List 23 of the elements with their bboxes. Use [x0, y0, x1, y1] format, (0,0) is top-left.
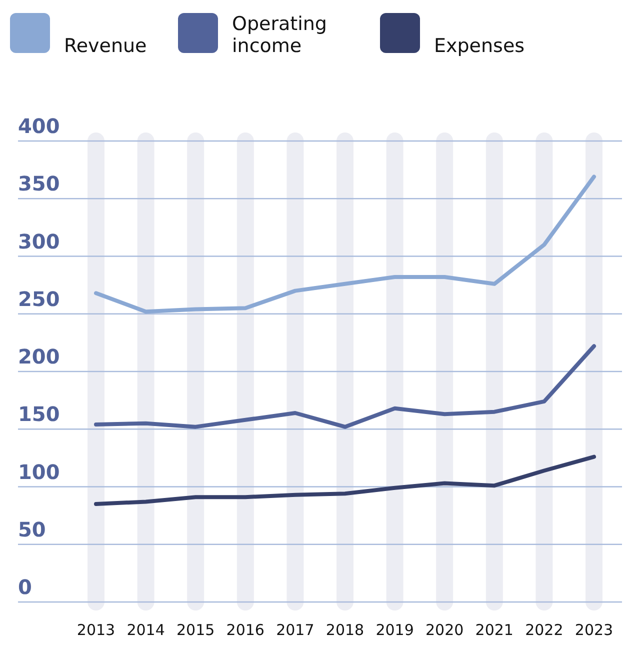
x-tick-label: 2017: [276, 621, 314, 639]
legend-label: Expenses: [434, 35, 525, 57]
y-tick-label: 200: [18, 344, 60, 368]
y-tick-label: 150: [18, 402, 60, 426]
x-tick-label: 2014: [126, 621, 165, 639]
legend-label: Revenue: [64, 35, 147, 57]
x-tick-label: 2018: [326, 621, 364, 639]
y-tick-label: 0: [18, 575, 32, 599]
y-tick-label: 300: [18, 229, 60, 254]
x-tick-label: 2021: [475, 621, 514, 639]
x-tick-label: 2023: [574, 621, 614, 639]
x-tick-label: 2020: [426, 621, 464, 639]
x-tick-label: 2022: [525, 621, 564, 639]
y-tick-label: 350: [18, 172, 60, 196]
y-tick-label: 250: [18, 286, 60, 311]
y-tick-label: 100: [18, 460, 60, 484]
x-tick-label: 2016: [226, 621, 264, 639]
x-tick-label: 2019: [376, 621, 414, 639]
y-tick-label: 400: [18, 114, 60, 138]
x-tick-label: 2015: [176, 621, 215, 639]
legend-label: Operating income: [232, 13, 327, 57]
x-tick-label: 2013: [76, 621, 116, 639]
y-tick-label: 50: [18, 517, 46, 542]
